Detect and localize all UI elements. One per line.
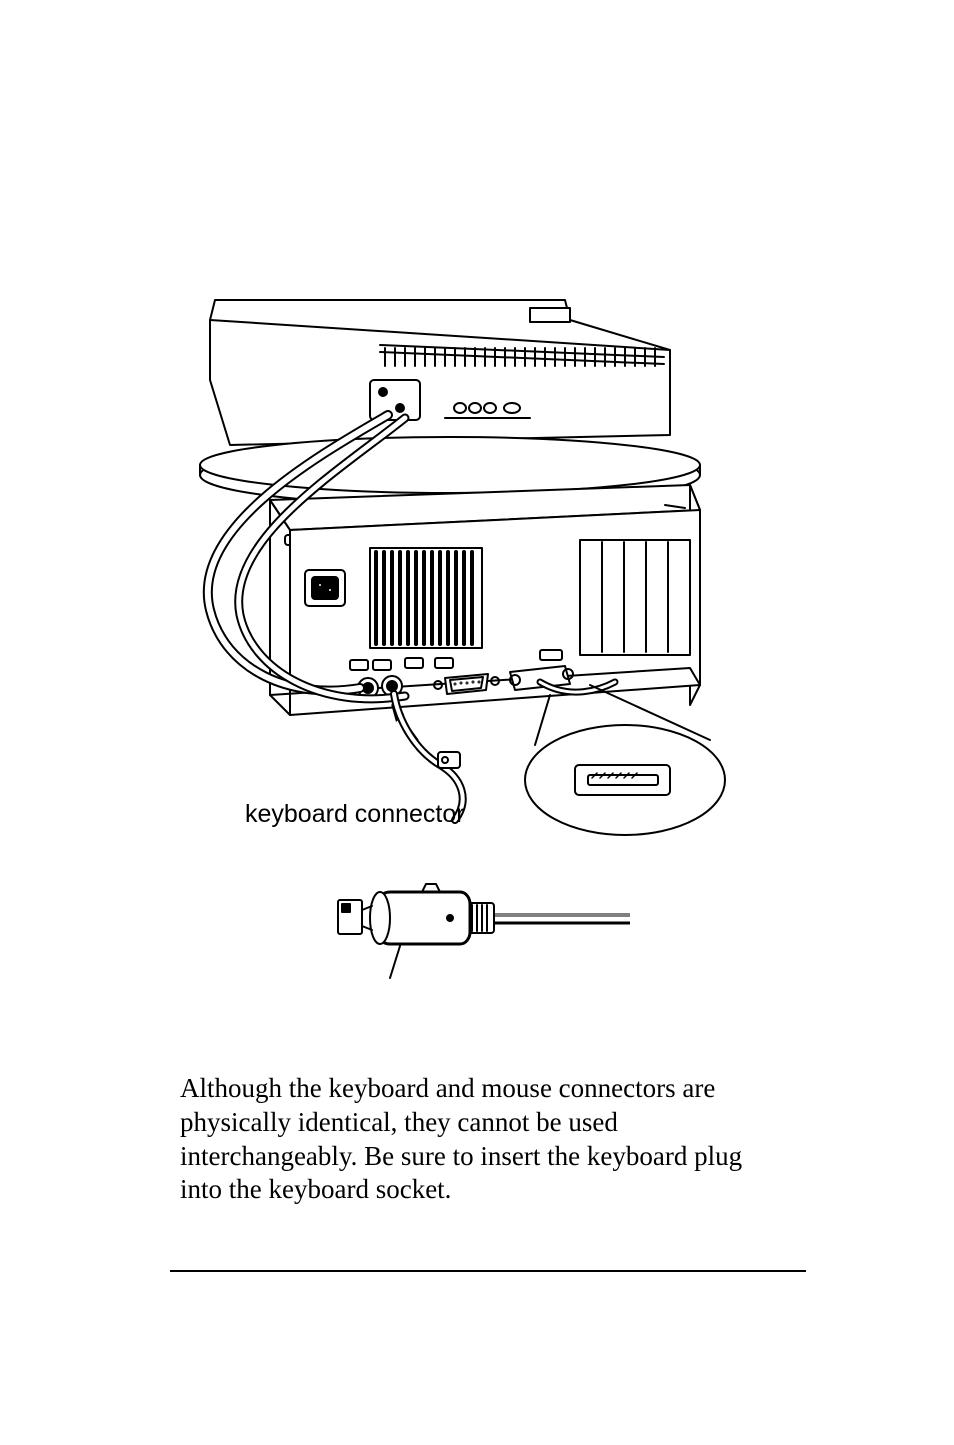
page-rule (170, 1270, 806, 1272)
connector-plug-detail (330, 870, 630, 980)
caution-paragraph: Although the keyboard and mouse connecto… (180, 1072, 780, 1207)
document-page: keyboard connector (0, 0, 954, 1445)
computer-rear-illustration (170, 290, 740, 850)
keyboard-connector-caption: keyboard connector (245, 800, 465, 829)
